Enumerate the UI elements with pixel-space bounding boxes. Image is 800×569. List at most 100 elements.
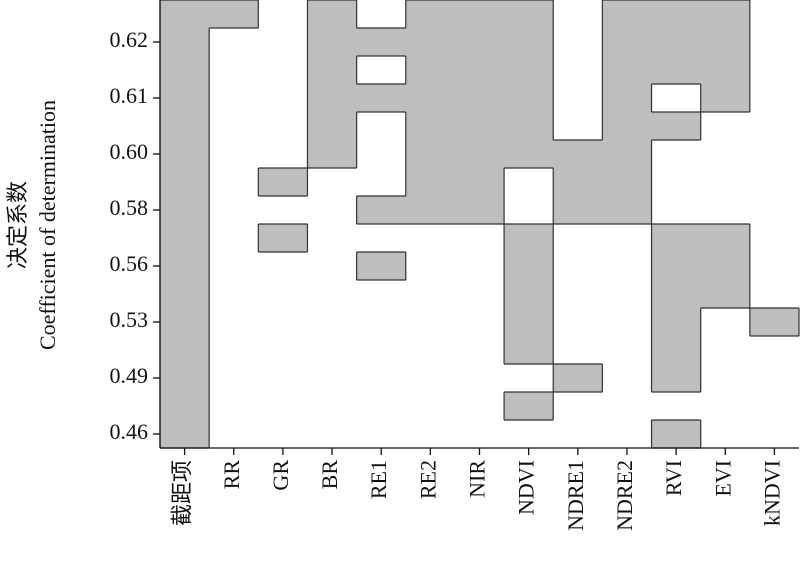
cell <box>700 56 751 85</box>
cell <box>602 84 653 113</box>
cell <box>651 28 702 57</box>
cell <box>602 196 653 225</box>
cell <box>357 364 407 393</box>
cell <box>504 308 554 337</box>
x-tick-label: NDRE2 <box>612 460 637 531</box>
cell <box>651 280 702 309</box>
cell <box>700 252 751 281</box>
cell <box>209 280 259 309</box>
cell <box>504 140 554 169</box>
cell <box>651 224 702 253</box>
cell <box>651 336 702 365</box>
cell <box>553 28 603 57</box>
cell <box>701 420 751 449</box>
cell <box>504 392 554 421</box>
cell <box>553 224 603 253</box>
cell <box>357 168 407 197</box>
cell <box>357 420 407 449</box>
cell <box>504 112 554 141</box>
cell <box>602 252 652 281</box>
cell <box>406 224 456 253</box>
cell <box>602 112 653 141</box>
cell <box>160 224 210 253</box>
cell <box>307 28 358 57</box>
cell <box>160 252 210 281</box>
cell <box>504 364 554 393</box>
cell <box>307 308 357 337</box>
cell <box>454 140 505 169</box>
cell <box>651 420 702 449</box>
cell <box>750 168 800 197</box>
cell <box>454 0 505 29</box>
cell <box>454 28 505 57</box>
cell <box>750 196 800 225</box>
cell <box>307 364 357 393</box>
cell <box>160 140 210 169</box>
cell <box>652 392 702 421</box>
cell <box>160 168 210 197</box>
x-tick-label: GR <box>268 460 293 491</box>
cell <box>700 0 751 29</box>
cell <box>258 420 308 449</box>
cell <box>209 112 259 141</box>
cell <box>553 112 603 141</box>
cell <box>405 56 456 85</box>
cell <box>307 252 357 281</box>
cell <box>455 224 505 253</box>
cell <box>406 280 456 309</box>
cell <box>160 336 210 365</box>
cell <box>553 140 603 169</box>
cell <box>504 28 554 57</box>
cell <box>553 308 603 337</box>
x-tick-label: RE1 <box>366 460 391 499</box>
cell <box>504 0 554 29</box>
cell <box>209 420 259 449</box>
cell <box>553 0 603 29</box>
cell <box>209 252 259 281</box>
cell <box>651 364 702 393</box>
x-tick-label: NDVI <box>514 460 539 515</box>
cell <box>750 336 800 365</box>
cell <box>455 252 505 281</box>
cell <box>258 84 308 113</box>
cell <box>504 280 554 309</box>
cell <box>701 336 751 365</box>
cell <box>209 364 259 393</box>
cell <box>504 168 554 197</box>
cell <box>406 392 456 421</box>
cell <box>750 280 800 309</box>
x-tick-label: 截距项 <box>170 460 195 526</box>
cell <box>602 420 652 449</box>
cell <box>553 392 603 421</box>
cell <box>160 112 210 141</box>
cell <box>553 364 603 393</box>
cell <box>553 168 603 197</box>
y-tick-label: 0.61 <box>110 83 149 108</box>
cell <box>307 112 358 141</box>
cell <box>160 84 210 113</box>
cell <box>356 252 407 281</box>
cell <box>258 28 308 57</box>
cell <box>307 224 357 253</box>
cell <box>750 392 800 421</box>
cell <box>209 196 259 225</box>
x-tick-label: NIR <box>465 460 490 498</box>
cell <box>504 56 554 85</box>
cell <box>357 224 407 253</box>
cell <box>406 308 456 337</box>
x-tick-label: EVI <box>710 460 735 497</box>
cell <box>307 392 357 421</box>
cell <box>160 28 210 57</box>
x-tick-label: RE2 <box>415 460 440 499</box>
x-tick-label: RR <box>219 460 244 490</box>
cell <box>455 364 505 393</box>
y-axis-title: Coefficient of determination <box>35 100 60 350</box>
cell <box>258 364 308 393</box>
cell <box>701 112 751 141</box>
y-tick-label: 0.60 <box>110 139 149 164</box>
cell <box>258 168 308 197</box>
y-tick-label: 0.53 <box>110 307 149 332</box>
cell <box>454 84 505 113</box>
y-tick-label: 0.56 <box>110 251 149 276</box>
cell <box>504 336 554 365</box>
